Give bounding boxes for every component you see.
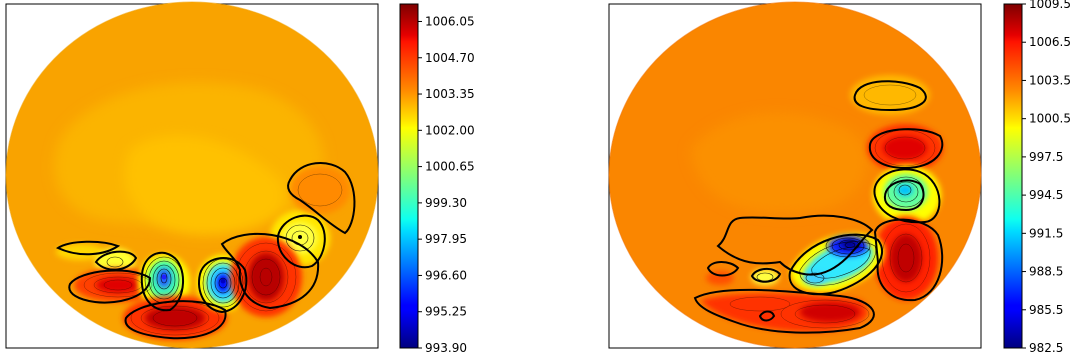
colorbar-tick-label: 991.5: [1029, 226, 1063, 240]
colorbar-tick-label: 1006.5: [1029, 35, 1071, 49]
panel-1-domain-boundary: [5, 1, 379, 349]
colorbar-tick-label: 995.25: [425, 305, 467, 319]
colorbar-tick-label: 1000.65: [425, 160, 475, 174]
colorbar-tick-label: 997.5: [1029, 150, 1063, 164]
colorbar-tick-label: 985.5: [1029, 303, 1063, 317]
colorbar-tick-label: 1009.5: [1029, 0, 1071, 11]
panel-2-domain-boundary: [608, 1, 982, 349]
colorbar-tick-label: 988.5: [1029, 265, 1063, 279]
panel-1-colorbar-ticks: 1006.05 1004.70 1003.35 1002.00 1000.65 999.3…: [418, 14, 475, 355]
panel-2-colorbar-bar: [1003, 3, 1023, 349]
panel-2-colorbar-ticks: 1009.5 1006.5 1003.5 1000.5 997.5 994.5 991.5 9…: [1022, 0, 1071, 355]
panel-2: 1009.5 1006.5 1003.5 1000.5 997.5 994.5 991.5 9…: [608, 0, 1071, 355]
colorbar-tick-label: 1002.00: [425, 123, 475, 137]
panel-1-colorbar-bar: [399, 3, 419, 349]
panel-2-colorbar: 1009.5 1006.5 1003.5 1000.5 997.5 994.5 991.5 9…: [1003, 0, 1071, 355]
colorbar-tick-label: 1000.5: [1029, 112, 1071, 126]
colorbar-tick-label: 1003.5: [1029, 73, 1071, 87]
colorbar-tick-label: 999.30: [425, 196, 467, 210]
colorbar-tick-label: 993.90: [425, 341, 467, 355]
colorbar-tick-label: 997.95: [425, 232, 467, 246]
colorbar-tick-label: 1004.70: [425, 51, 475, 65]
panel-2-field: [609, 2, 981, 348]
colorbar-tick-label: 1003.35: [425, 87, 475, 101]
colorbar-tick-label: 1006.05: [425, 14, 475, 28]
colorbar-tick-label: 996.60: [425, 268, 467, 282]
panel-1-field: [6, 2, 378, 348]
colorbar-tick-label: 994.5: [1029, 188, 1063, 202]
panel-1-colorbar: 1006.05 1004.70 1003.35 1002.00 1000.65 999.3…: [399, 3, 475, 355]
colorbar-tick-label: 982.5: [1029, 341, 1063, 355]
panel-1: 1006.05 1004.70 1003.35 1002.00 1000.65 999.3…: [5, 1, 475, 355]
